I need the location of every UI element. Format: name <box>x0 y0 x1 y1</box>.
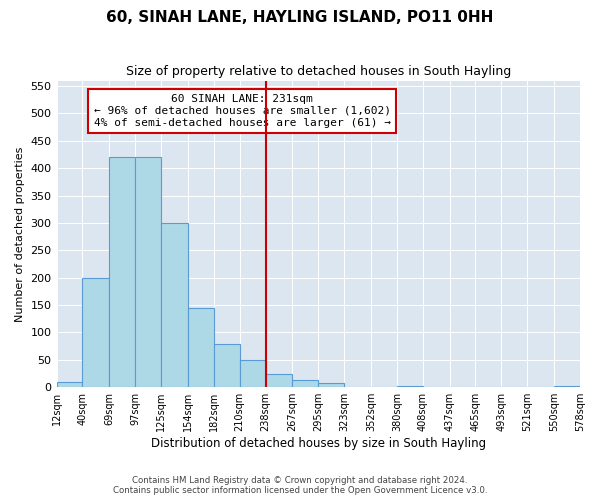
X-axis label: Distribution of detached houses by size in South Hayling: Distribution of detached houses by size … <box>151 437 486 450</box>
Bar <box>161 223 188 387</box>
Bar <box>239 360 266 387</box>
Bar <box>109 157 135 387</box>
Bar <box>554 386 580 387</box>
Bar <box>82 278 109 387</box>
Bar <box>56 382 82 387</box>
Bar <box>188 308 214 387</box>
Text: 60, SINAH LANE, HAYLING ISLAND, PO11 0HH: 60, SINAH LANE, HAYLING ISLAND, PO11 0HH <box>106 10 494 25</box>
Bar <box>266 374 292 387</box>
Text: 60 SINAH LANE: 231sqm
← 96% of detached houses are smaller (1,602)
4% of semi-de: 60 SINAH LANE: 231sqm ← 96% of detached … <box>94 94 391 128</box>
Bar <box>397 386 423 387</box>
Bar <box>214 344 239 387</box>
Y-axis label: Number of detached properties: Number of detached properties <box>15 146 25 322</box>
Title: Size of property relative to detached houses in South Hayling: Size of property relative to detached ho… <box>125 65 511 78</box>
Bar <box>318 383 344 387</box>
Bar <box>292 380 318 387</box>
Bar <box>135 157 161 387</box>
Text: Contains HM Land Registry data © Crown copyright and database right 2024.
Contai: Contains HM Land Registry data © Crown c… <box>113 476 487 495</box>
